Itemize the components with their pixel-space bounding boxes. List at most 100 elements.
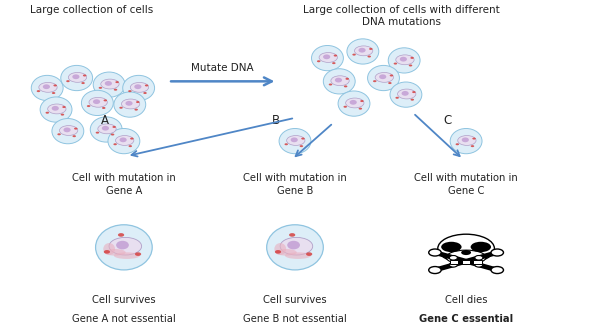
Ellipse shape: [458, 135, 476, 145]
Ellipse shape: [81, 90, 113, 116]
Ellipse shape: [114, 252, 140, 259]
Ellipse shape: [346, 78, 349, 80]
Ellipse shape: [280, 237, 313, 255]
Ellipse shape: [462, 137, 469, 142]
Ellipse shape: [352, 53, 356, 56]
Ellipse shape: [284, 143, 288, 145]
Ellipse shape: [37, 90, 40, 92]
Ellipse shape: [379, 74, 386, 79]
Circle shape: [450, 263, 457, 267]
Text: Cell survives: Cell survives: [92, 295, 156, 305]
Ellipse shape: [114, 89, 117, 91]
Ellipse shape: [83, 74, 86, 76]
Text: Cell dies: Cell dies: [445, 295, 487, 305]
Ellipse shape: [450, 128, 482, 154]
Circle shape: [491, 267, 503, 274]
Ellipse shape: [122, 99, 140, 109]
Text: Cell with mutation in
Gene C: Cell with mutation in Gene C: [414, 173, 518, 196]
Ellipse shape: [390, 74, 393, 76]
Ellipse shape: [103, 243, 115, 255]
Ellipse shape: [347, 39, 379, 64]
Ellipse shape: [338, 91, 370, 116]
Ellipse shape: [388, 82, 392, 84]
Ellipse shape: [73, 74, 80, 79]
Ellipse shape: [291, 137, 298, 142]
Ellipse shape: [275, 250, 281, 254]
Ellipse shape: [373, 80, 376, 82]
FancyBboxPatch shape: [450, 260, 458, 264]
Ellipse shape: [93, 72, 125, 97]
Text: A: A: [101, 114, 109, 127]
Ellipse shape: [455, 143, 459, 145]
Ellipse shape: [116, 135, 134, 145]
Ellipse shape: [369, 48, 372, 50]
Ellipse shape: [329, 83, 332, 86]
Ellipse shape: [66, 80, 70, 82]
Ellipse shape: [111, 133, 114, 135]
Ellipse shape: [441, 242, 461, 252]
Ellipse shape: [52, 119, 84, 144]
Ellipse shape: [93, 99, 100, 104]
Ellipse shape: [57, 133, 61, 135]
Ellipse shape: [73, 135, 76, 137]
Ellipse shape: [101, 79, 119, 89]
Text: Mutate DNA: Mutate DNA: [191, 63, 254, 73]
Ellipse shape: [109, 237, 142, 255]
Ellipse shape: [279, 128, 311, 154]
Ellipse shape: [411, 99, 414, 101]
Circle shape: [491, 249, 503, 256]
Text: Gene A not essential: Gene A not essential: [72, 314, 176, 324]
Ellipse shape: [126, 101, 133, 106]
Ellipse shape: [409, 64, 412, 66]
Ellipse shape: [395, 97, 399, 99]
Circle shape: [429, 267, 441, 274]
Ellipse shape: [81, 82, 85, 84]
Ellipse shape: [40, 97, 72, 122]
Ellipse shape: [274, 243, 286, 255]
Text: Cell with mutation in
Gene A: Cell with mutation in Gene A: [72, 173, 176, 196]
Ellipse shape: [120, 137, 127, 142]
Ellipse shape: [394, 62, 397, 65]
Ellipse shape: [64, 127, 71, 132]
Ellipse shape: [61, 114, 64, 116]
Ellipse shape: [114, 92, 146, 117]
Ellipse shape: [287, 135, 305, 145]
Ellipse shape: [118, 233, 124, 237]
Ellipse shape: [52, 106, 59, 111]
Ellipse shape: [123, 75, 155, 101]
Ellipse shape: [52, 92, 55, 94]
Text: Large collection of cells with different
DNA mutations: Large collection of cells with different…: [303, 5, 500, 27]
Ellipse shape: [368, 65, 399, 91]
Text: C: C: [443, 114, 451, 127]
Ellipse shape: [285, 252, 311, 259]
Ellipse shape: [102, 107, 106, 109]
Ellipse shape: [130, 137, 133, 139]
Circle shape: [475, 263, 483, 267]
Ellipse shape: [323, 54, 330, 59]
Ellipse shape: [130, 82, 149, 92]
Ellipse shape: [108, 128, 140, 154]
Ellipse shape: [136, 101, 139, 103]
Ellipse shape: [446, 250, 486, 265]
Ellipse shape: [335, 78, 342, 82]
Ellipse shape: [276, 249, 297, 256]
Ellipse shape: [334, 54, 337, 56]
FancyBboxPatch shape: [473, 260, 482, 264]
Ellipse shape: [301, 137, 304, 139]
Text: B: B: [272, 114, 280, 127]
Ellipse shape: [438, 234, 494, 263]
Ellipse shape: [96, 225, 152, 270]
Ellipse shape: [96, 131, 99, 134]
Ellipse shape: [411, 57, 414, 59]
Ellipse shape: [473, 137, 476, 139]
Ellipse shape: [90, 117, 122, 142]
Ellipse shape: [289, 233, 295, 237]
Ellipse shape: [39, 82, 57, 92]
Ellipse shape: [43, 84, 50, 89]
Ellipse shape: [412, 91, 415, 93]
Ellipse shape: [31, 75, 63, 101]
Ellipse shape: [104, 249, 126, 256]
Ellipse shape: [145, 84, 148, 86]
Circle shape: [429, 249, 441, 256]
Ellipse shape: [119, 107, 123, 109]
